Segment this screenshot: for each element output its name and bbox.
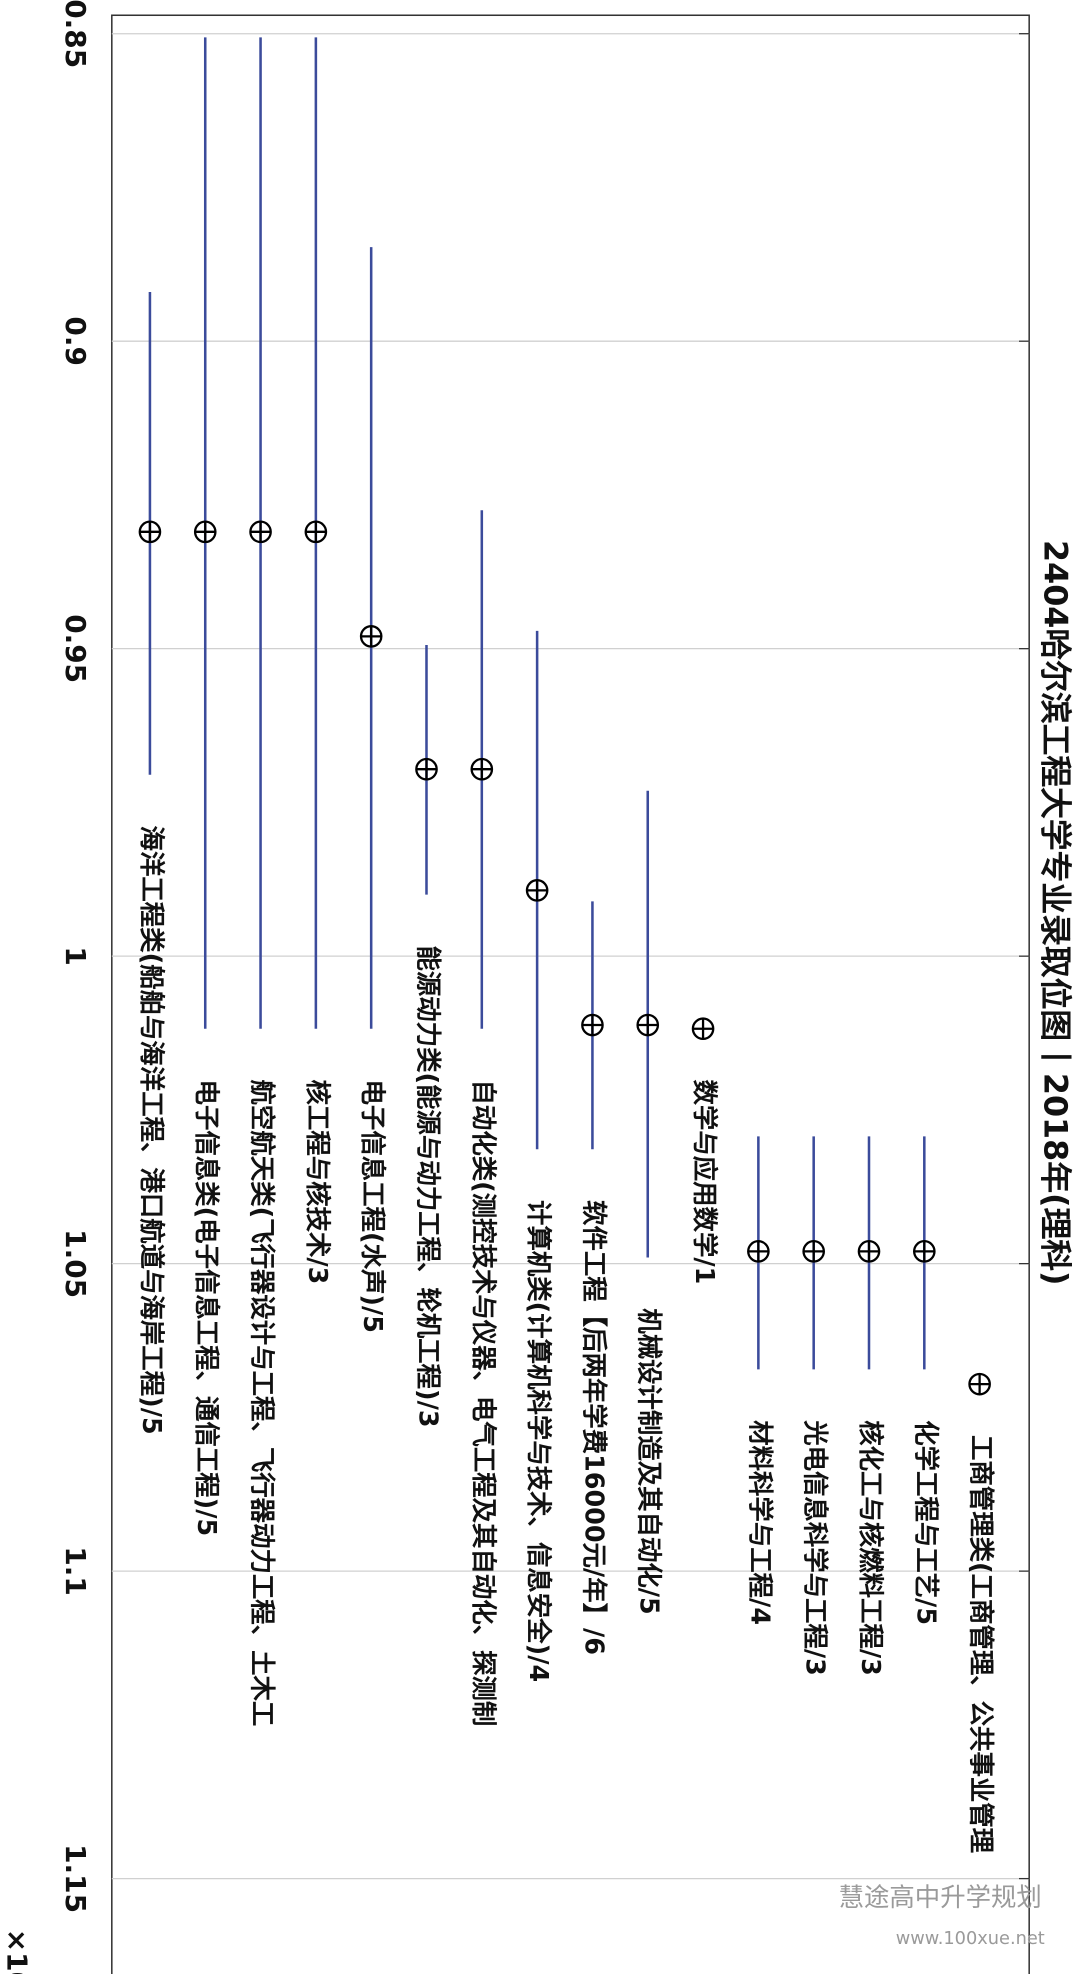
y-tick-label: 1.15 [59,1844,92,1913]
marker [691,1017,715,1041]
category-label: 能源动力类(能源与动力工程、轮机工程)/3 [413,945,443,1427]
category-label: 核化工与核燃料工程/3 [856,1420,886,1676]
category-label: 数学与应用数学/1 [690,1080,720,1285]
watermark: 慧途高中升学规划 [839,1882,1042,1912]
category-label: 自动化类(测控技术与仪器、电气工程及其自动化、探测制 [469,1080,499,1727]
marker [415,757,438,781]
marker [249,520,272,544]
category-label: 电子信息类(电子信息工程、通信工程)/5 [192,1080,222,1537]
marker [968,1372,991,1396]
category-label: 软件工程【后两年学费16000元/年】/6 [579,1200,609,1655]
y-tick-label: 0.9 [59,316,92,366]
category-label: 化学工程与工艺/5 [911,1420,941,1625]
marker [525,879,549,902]
category-label: 航空航天类(飞行器设计与工程、飞行器动力工程、土木工 [248,1080,278,1727]
y-tick-label: 1.05 [59,1229,92,1298]
category-label: 光电信息科学与工程/3 [801,1419,831,1676]
category-label: 电子信息工程(水声)/5 [358,1080,388,1333]
category-label: 海洋工程类(船舶与海洋工程、港口航道与海岸工程)/5 [137,826,167,1435]
marker [747,1240,770,1263]
category-label: 材料科学与工程/4 [745,1420,775,1625]
marker [304,520,328,544]
y-tick-label: 1.1 [59,1546,92,1596]
category-label: 工商管理类(工商管理、公共事业管理 [967,1435,997,1854]
chart-title: 2404哈尔滨工程大学专业录取位图丨2018年(理科) [1036,540,1073,1286]
y-tick-label: 1 [59,946,92,965]
marker [470,757,494,781]
marker [636,1013,660,1037]
marker [802,1240,825,1263]
axis-multiplier: ×10⁴ [1,1929,34,1974]
category-label: 计算机类(计算机科学与技术、信息安全)/4 [524,1200,554,1682]
marker [913,1240,936,1263]
marker [193,520,217,544]
category-label: 核工程与核技术/3 [303,1080,333,1285]
marker [359,625,383,648]
marker [138,520,162,544]
y-tick-label: 0.85 [59,0,92,68]
y-tick-label: 0.95 [59,614,92,683]
marker [857,1240,881,1263]
category-label: 机械设计制造及其自动化/5 [635,1308,665,1614]
marker [581,1013,604,1037]
watermark: www.100xue.net [896,1928,1045,1949]
plot-frame [111,14,1030,1974]
